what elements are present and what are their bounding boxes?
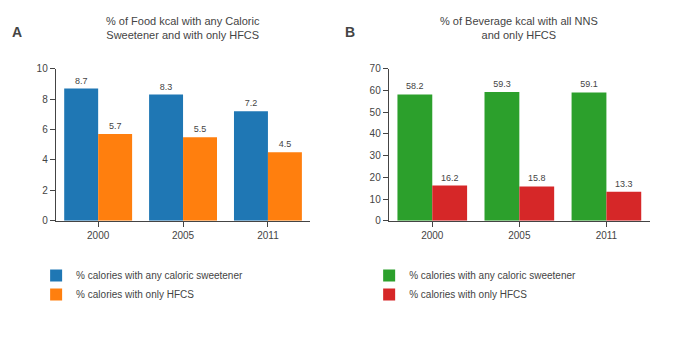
svg-text:7.2: 7.2 — [245, 98, 258, 108]
svg-text:30: 30 — [370, 150, 382, 161]
svg-text:20: 20 — [370, 172, 382, 183]
svg-text:2000: 2000 — [87, 230, 110, 241]
svg-text:15.8: 15.8 — [528, 173, 546, 183]
svg-text:% calories with any caloric sw: % calories with any caloric sweetener — [76, 270, 243, 281]
svg-text:% of Beverage kcal with all NN: % of Beverage kcal with all NNSand only … — [440, 15, 598, 41]
svg-text:50: 50 — [370, 107, 382, 118]
svg-text:58.2: 58.2 — [406, 81, 424, 91]
svg-text:10: 10 — [370, 194, 382, 205]
svg-text:5.5: 5.5 — [194, 124, 207, 134]
svg-text:70: 70 — [370, 63, 382, 74]
svg-text:4: 4 — [42, 154, 48, 165]
svg-text:0: 0 — [42, 215, 48, 226]
svg-text:0: 0 — [375, 215, 381, 226]
svg-text:2011: 2011 — [257, 230, 279, 241]
svg-text:16.2: 16.2 — [441, 173, 459, 183]
svg-text:B: B — [345, 24, 355, 40]
svg-text:5.7: 5.7 — [109, 121, 122, 131]
svg-text:2: 2 — [42, 185, 48, 196]
svg-text:6: 6 — [42, 124, 48, 135]
svg-text:60: 60 — [370, 85, 382, 96]
svg-text:% calories with only HFCS: % calories with only HFCS — [409, 289, 527, 300]
svg-text:59.1: 59.1 — [580, 79, 598, 89]
svg-text:A: A — [12, 24, 22, 40]
svg-text:4.5: 4.5 — [279, 139, 292, 149]
svg-text:% calories with only HFCS: % calories with only HFCS — [76, 289, 194, 300]
svg-text:10: 10 — [37, 63, 49, 74]
svg-text:2005: 2005 — [172, 230, 195, 241]
svg-text:% of Food kcal with any Calori: % of Food kcal with any CaloricSweetener… — [106, 15, 260, 41]
svg-text:13.3: 13.3 — [615, 179, 633, 189]
svg-text:8.3: 8.3 — [160, 82, 173, 92]
svg-text:% calories with any caloric sw: % calories with any caloric sweetener — [409, 270, 576, 281]
svg-text:8.7: 8.7 — [75, 76, 88, 86]
svg-text:8: 8 — [42, 94, 48, 105]
svg-text:2005: 2005 — [508, 230, 531, 241]
svg-text:40: 40 — [370, 128, 382, 139]
svg-text:2000: 2000 — [421, 230, 444, 241]
svg-text:2011: 2011 — [596, 230, 618, 241]
svg-text:59.3: 59.3 — [493, 79, 511, 89]
